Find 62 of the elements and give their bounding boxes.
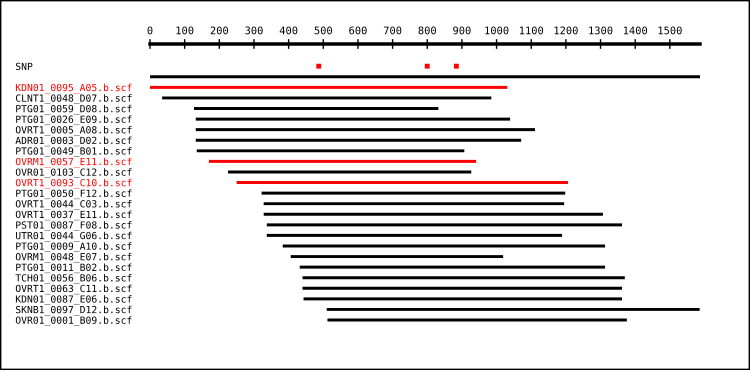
y-tick-label: OVR01_0001_B09.b.scf [16, 316, 132, 326]
y-tick-label: SKNB1_0097_D12.b.scf [16, 306, 132, 316]
y-tick-label: SNP [16, 62, 32, 70]
y-tick-label: OVRT1_0037_E11.b.scf [16, 210, 132, 220]
y-tick-label: KDN01_0095_A05.b.scf [16, 84, 132, 94]
y-tick-label: PTG01_0059_D08.b.scf [16, 104, 132, 114]
bar [302, 286, 622, 290]
y-tick-label: PTG01_0049_B01.b.scf [16, 147, 132, 157]
bar [150, 75, 700, 78]
x-tick-label: 1100 [520, 26, 544, 34]
bar [302, 276, 625, 280]
bar [194, 107, 438, 110]
x-tick-label: 100 [176, 26, 194, 34]
x-tick-label: 1200 [554, 26, 578, 34]
bar [290, 255, 504, 258]
x-tick-label: 1500 [658, 26, 682, 34]
bar [196, 128, 536, 132]
y-tick-label: ADR01_0003_D02.b.scf [15, 136, 132, 146]
x-tick-label: 500 [314, 26, 332, 34]
y-tick-label: PST01_0087_F08.b.scf [16, 221, 132, 231]
x-tick-label: 1300 [589, 26, 612, 34]
x-tick-label: 700 [384, 26, 402, 34]
x-tick-label: 900 [453, 26, 471, 34]
y-tick-label: KDN01_0087_E06.b.scf [16, 295, 132, 305]
y-tick-label: CLNT1_0048_D07.b.scf [16, 94, 132, 104]
y-tick-label: UTR01_0044_G06.b.scf [16, 232, 132, 242]
bar [282, 244, 606, 248]
x-tick-label: 1000 [485, 26, 508, 34]
x-tick-label: 300 [245, 26, 263, 34]
bar [327, 318, 627, 322]
y-tick-label: PTG01_0050_F12.b.scf [16, 189, 132, 200]
bar [266, 223, 622, 226]
x-tick-label: 800 [418, 26, 436, 34]
bar [266, 234, 562, 237]
bar [326, 308, 700, 311]
y-tick-label: OVRM1_0048_E07.b.scf [16, 252, 132, 263]
bar [264, 202, 564, 206]
bar [150, 86, 508, 89]
y-tick-label: PTG01_0026_E09.b.scf [16, 115, 132, 126]
x-tick-label: 1400 [624, 26, 648, 34]
bar [162, 96, 492, 100]
y-tick-label: OVR01_0103_C12.b.scf [16, 168, 132, 178]
x-tick-label: 0 [148, 26, 152, 34]
y-tick-label: OVRT1_0044_C03.b.scf [16, 200, 132, 210]
y-tick-label: OVRT1_0005_A08.b.scf [16, 126, 132, 136]
bar [228, 170, 472, 174]
y-tick-label: PTG01_0009_A10.b.scf [16, 242, 132, 252]
y-tick-label: OVRT1_0063_C11.b.scf [16, 284, 132, 294]
x-tick-label: 200 [210, 26, 228, 34]
bar [300, 266, 606, 269]
y-tick-label: TCH01_0056_B06.b.scf [16, 274, 132, 284]
y-tick-label: PTG01_0011_B02.b.scf [16, 263, 132, 274]
bar [304, 297, 622, 300]
y-tick-label: OVRT1_0093_C10.b.scf [16, 178, 132, 189]
y-tick-label: OVRM1_0057_E11.b.scf [16, 158, 132, 168]
x-tick-label: 600 [349, 26, 367, 34]
bar [236, 181, 568, 184]
bar [208, 160, 476, 163]
x-tick-label: 400 [280, 26, 298, 34]
bar [262, 192, 566, 195]
bar [196, 118, 510, 121]
bar [196, 149, 464, 152]
